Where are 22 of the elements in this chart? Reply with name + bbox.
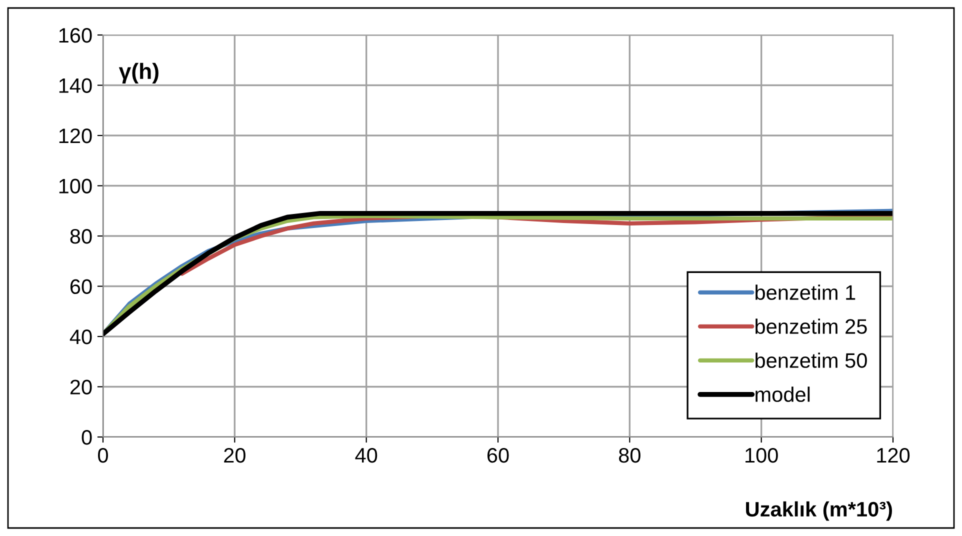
y-tick-label: 0 <box>82 430 92 445</box>
y-tick-label: 60 <box>70 279 92 294</box>
x-tick-label: 20 <box>224 448 246 463</box>
x-tick-label: 0 <box>98 448 108 463</box>
x-tick-label: 60 <box>487 448 509 463</box>
y-tick-label: 120 <box>59 128 92 144</box>
legend-label: benzetim 50 <box>756 352 867 368</box>
x-tick-label: 40 <box>355 448 378 463</box>
x-axis-title: Uzaklık (m*10³) <box>746 501 892 521</box>
x-tick-label: 80 <box>618 448 640 463</box>
y-tick-label: 40 <box>70 330 92 344</box>
x-tick-label: 100 <box>746 448 778 463</box>
legend-label: model <box>756 386 810 402</box>
legend-label: benzetim 25 <box>756 318 867 334</box>
legend-label: benzetim 1 <box>756 284 856 300</box>
y-tick-label: 80 <box>70 229 92 244</box>
y-tick-label: 140 <box>59 78 92 94</box>
y-tick-label: 100 <box>59 178 92 194</box>
x-tick-label: 120 <box>877 448 910 463</box>
y-tick-label: 20 <box>70 380 92 395</box>
y-axis-title: γ(h) <box>118 62 158 84</box>
y-tick-label: 160 <box>59 28 92 43</box>
